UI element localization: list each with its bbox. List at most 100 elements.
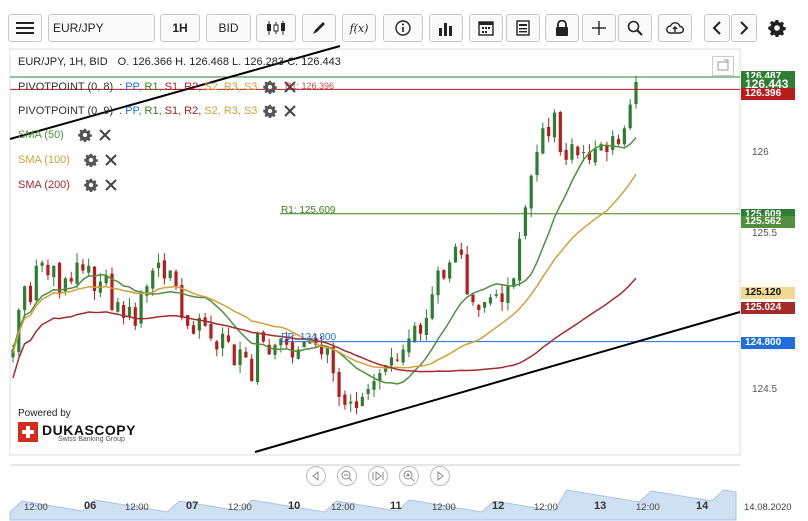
candle-body (238, 349, 242, 366)
candle-body (87, 265, 91, 273)
back-button[interactable] (704, 14, 730, 42)
gear-icon[interactable] (84, 153, 98, 167)
price-tag: 124.800 (741, 337, 795, 349)
info-button[interactable] (383, 14, 423, 42)
candle-body (430, 294, 434, 319)
candle-body (395, 359, 399, 361)
close-icon[interactable] (104, 178, 118, 192)
candle-body (541, 128, 545, 154)
candle-body (255, 333, 260, 383)
candle-body (122, 304, 126, 318)
lock-button[interactable] (545, 14, 579, 42)
expand-icon (717, 59, 729, 71)
candle-body (69, 278, 73, 282)
sma200-legend[interactable]: SMA (200) (18, 178, 118, 192)
scroll-right-button[interactable] (430, 466, 450, 486)
candle-body (52, 265, 56, 278)
indicators-button[interactable]: f(x) (342, 14, 376, 42)
candle-body (407, 338, 411, 353)
candle-body (564, 149, 568, 160)
candle-body (628, 104, 632, 129)
trendline-upper (9, 45, 341, 140)
pivot2-sep: : (119, 105, 123, 117)
volume-button[interactable] (429, 14, 463, 42)
candle-body (378, 373, 382, 382)
chevron-right-icon (740, 21, 749, 35)
cloud-upload-icon (666, 22, 684, 34)
chart-type-button[interactable] (256, 14, 296, 42)
pivot1-legend[interactable]: PIVOTPOINT (0, 8) : PP, R1, S1, R2, S2, … (18, 80, 297, 94)
candle-body (209, 323, 213, 339)
close-icon[interactable] (283, 80, 297, 94)
fullscreen-button[interactable] (712, 56, 734, 76)
gear-icon[interactable] (263, 104, 278, 118)
reset-button[interactable] (368, 466, 388, 486)
menu-button[interactable] (8, 14, 42, 42)
symbol-select[interactable]: EUR/JPY (48, 14, 155, 42)
x-tick-label: 14.08.2020 (744, 502, 792, 513)
y-tick: 126 (752, 147, 769, 158)
sma100-legend[interactable]: SMA (100) (18, 153, 118, 167)
news-button[interactable] (506, 14, 540, 42)
pivot2-legend[interactable]: PIVOTPOINT (0, 9) : PP, R1, S1, R2, S2, … (18, 104, 297, 118)
candle-body (226, 335, 231, 342)
forward-button[interactable] (731, 14, 757, 42)
candle-body (512, 278, 516, 287)
candle-body (261, 331, 265, 342)
scroll-left-button[interactable] (306, 466, 326, 486)
candle-body (244, 351, 248, 358)
chart-area[interactable]: EUR/JPY, 1H, BID O. 126.366 H. 126.468 L… (0, 44, 808, 521)
interval-select[interactable]: 1H (160, 14, 200, 42)
triangle-left-icon (312, 471, 319, 481)
price-chart[interactable] (0, 44, 808, 521)
draw-button[interactable] (302, 14, 336, 42)
candle-body (63, 278, 68, 292)
close-icon[interactable] (104, 153, 118, 167)
candle-body (349, 401, 353, 404)
zoom-in-button[interactable] (399, 466, 419, 486)
s2-label: S2, (204, 105, 221, 117)
x-tick-label: 12:00 (125, 502, 149, 513)
candle-body (517, 238, 522, 281)
candle-body (81, 264, 85, 271)
s2-label: S2, (204, 81, 221, 93)
upload-button[interactable] (658, 14, 692, 42)
candle-body (250, 358, 254, 382)
candle-body (127, 306, 132, 317)
sma100-line (12, 173, 637, 369)
candles (11, 75, 638, 414)
x-tick-label: 12:00 (331, 502, 355, 513)
gear-icon[interactable] (263, 80, 278, 94)
zoom-out-icon (341, 470, 353, 482)
sma50-legend[interactable]: SMA (50) (18, 128, 112, 142)
zoom-button[interactable] (618, 14, 652, 42)
candle-body (523, 207, 527, 236)
x-tick-label: 12 (492, 500, 505, 512)
candle-body (401, 349, 405, 363)
gear-icon[interactable] (78, 128, 92, 142)
crosshair-button[interactable] (582, 14, 616, 42)
candle-body (290, 342, 295, 358)
pp-label: PP, (125, 81, 142, 93)
settings-button[interactable] (764, 14, 790, 42)
candle-body (133, 307, 137, 326)
calendar-button[interactable] (469, 14, 503, 42)
candle-body (232, 344, 236, 366)
x-tick-label: 10 (288, 500, 301, 512)
close-icon[interactable] (283, 104, 297, 118)
candle-body (156, 262, 161, 269)
candle-body (558, 112, 562, 152)
candle-body (57, 262, 62, 295)
price-tag: 125.120 (741, 287, 795, 299)
zoom-out-button[interactable] (337, 466, 357, 486)
side-select[interactable]: BID (206, 14, 251, 42)
reset-icon (372, 471, 384, 481)
r3-label: R3, (223, 81, 241, 93)
gear-icon[interactable] (84, 178, 98, 192)
lock-icon (556, 20, 568, 36)
candle-body (104, 275, 108, 284)
close-icon[interactable] (98, 128, 112, 142)
candle-body (139, 294, 143, 324)
candle-body (267, 344, 271, 355)
candle-body (215, 341, 219, 350)
